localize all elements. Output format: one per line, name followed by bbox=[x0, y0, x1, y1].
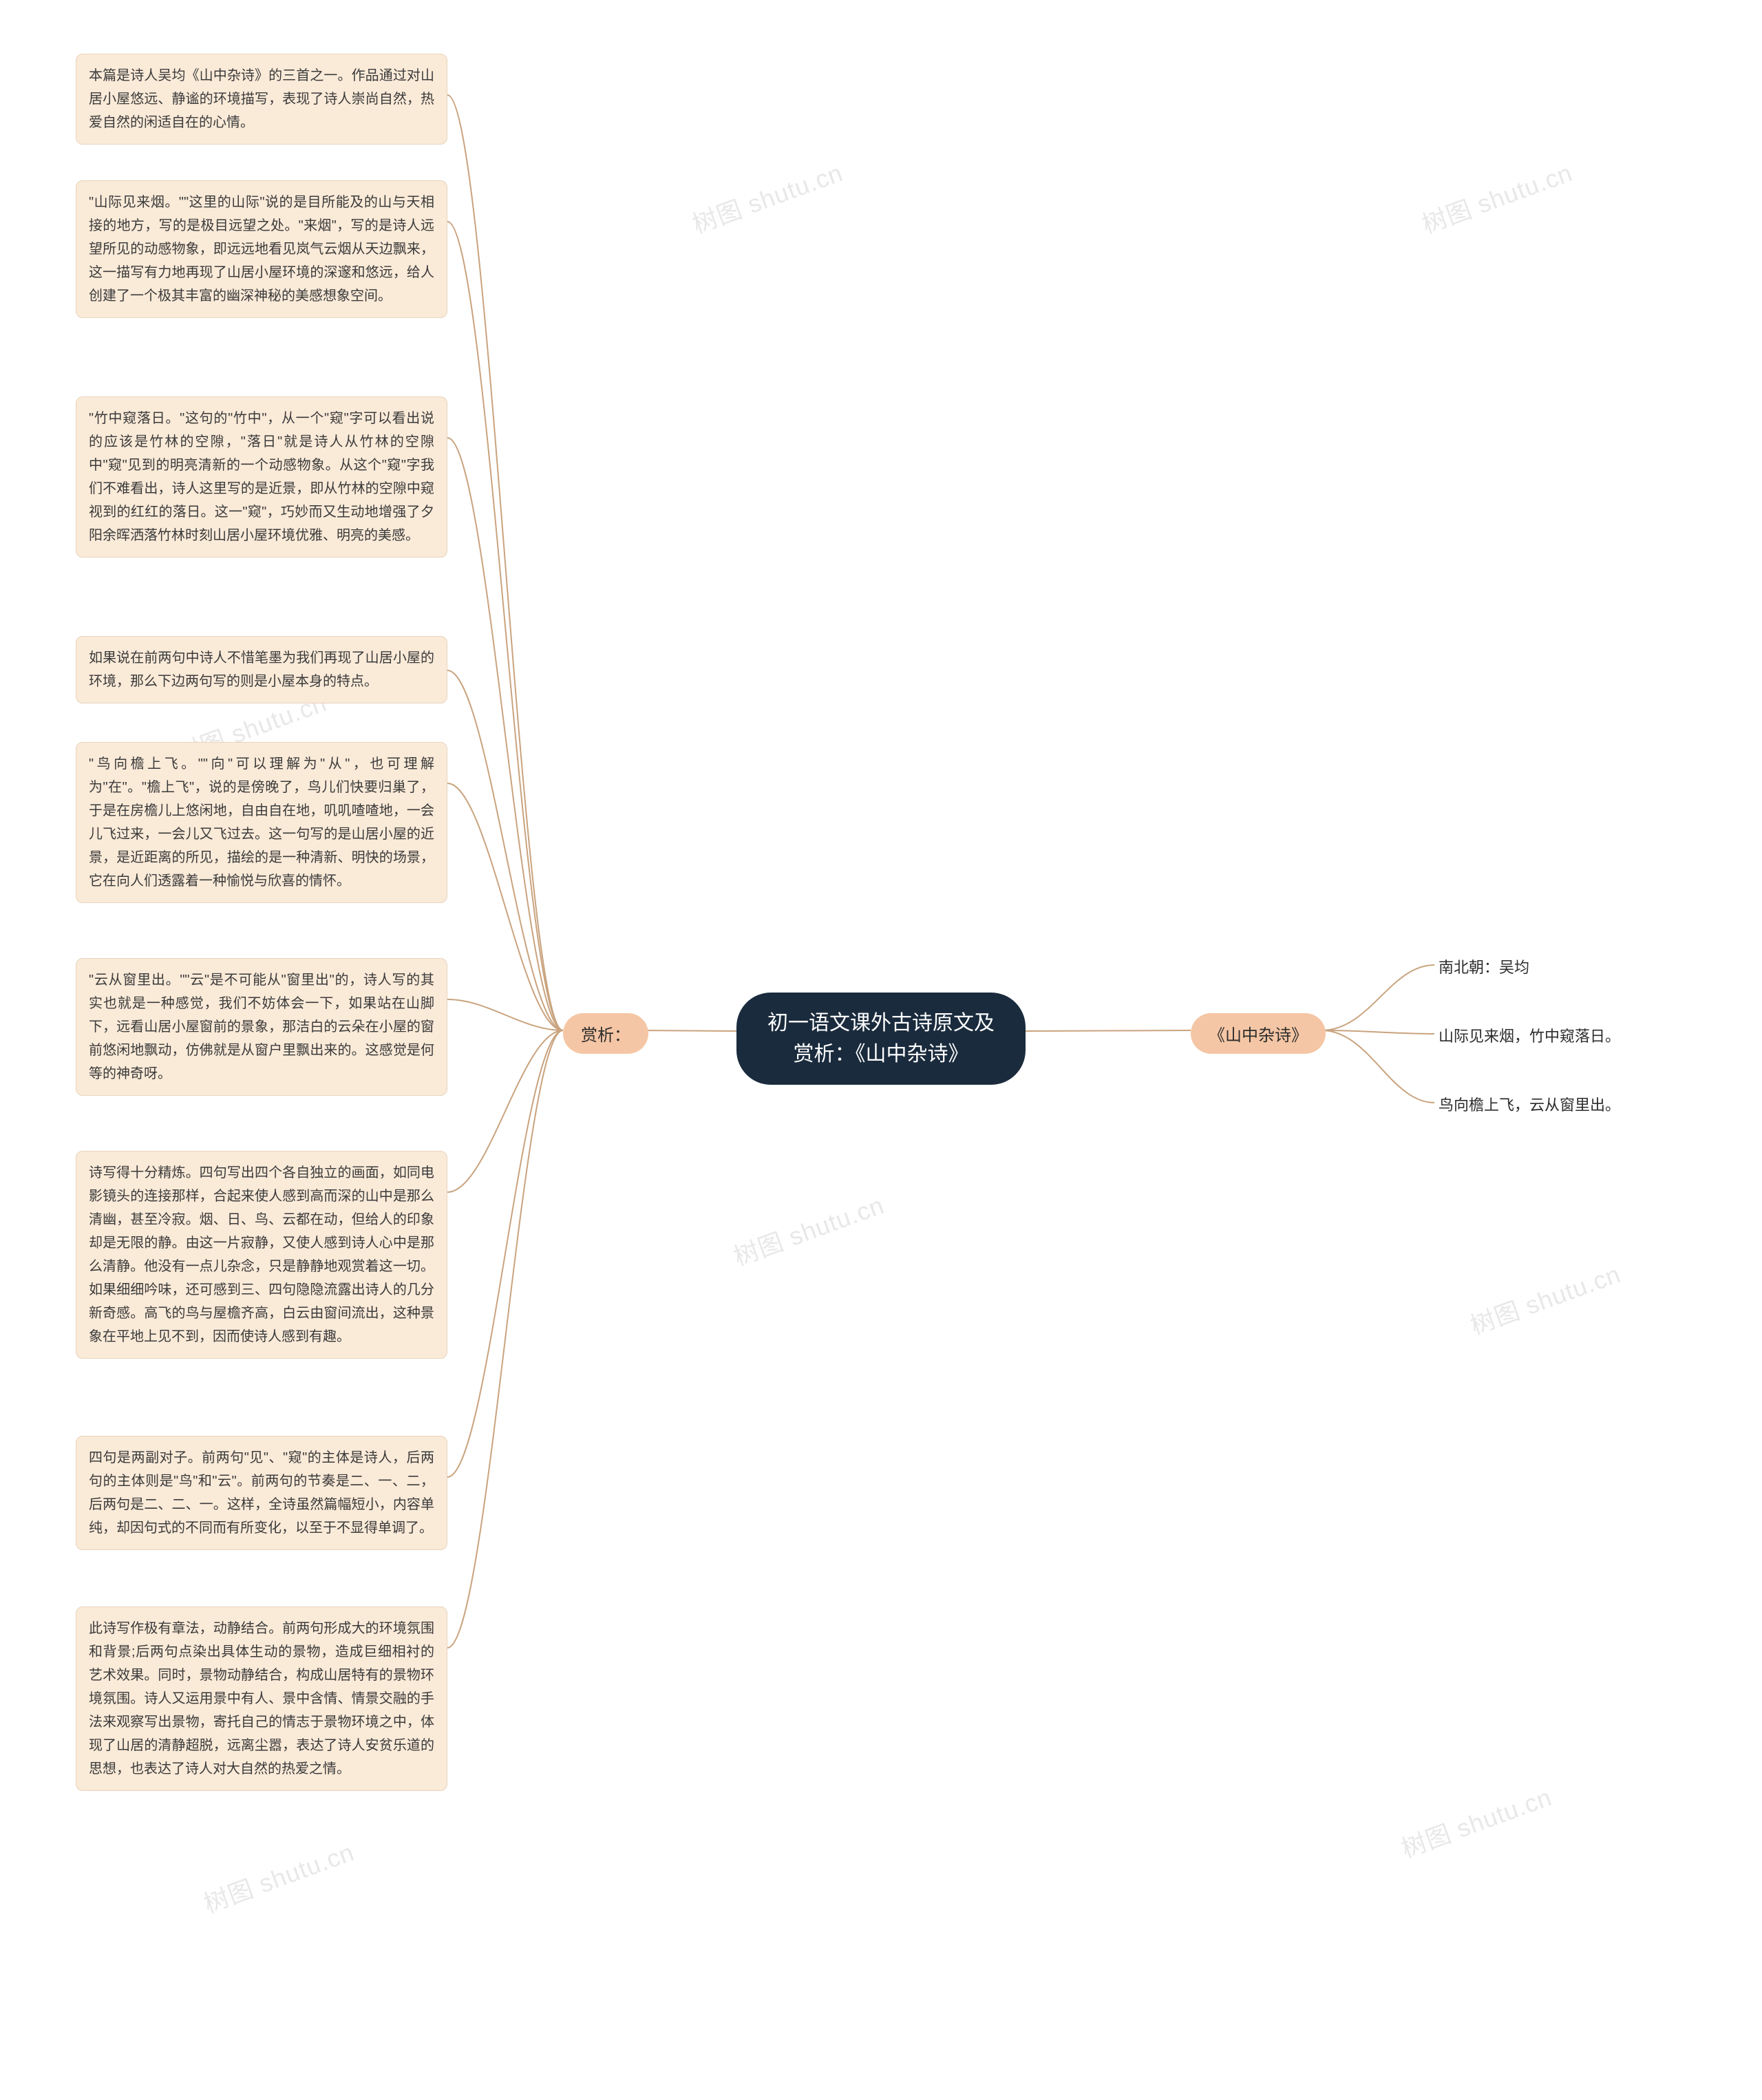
analysis-paragraph-5[interactable]: "云从窗里出。""云"是不可能从"窗里出"的，诗人写的其实也就是一种感觉，我们不… bbox=[76, 958, 447, 1096]
poem-line-1[interactable]: 山际见来烟，竹中窥落日。 bbox=[1439, 1024, 1620, 1046]
analysis-paragraph-1[interactable]: "山际见来烟。""这里的山际"说的是目所能及的山与天相接的地方，写的是极目远望之… bbox=[76, 180, 447, 318]
watermark: 树图 shutu.cn bbox=[1416, 153, 1577, 240]
analysis-paragraph-0[interactable]: 本篇是诗人吴均《山中杂诗》的三首之一。作品通过对山居小屋悠远、静谧的环境描写，表… bbox=[76, 54, 447, 145]
root-node[interactable]: 初一语文课外古诗原文及赏析：《山中杂诗》 bbox=[736, 993, 1026, 1085]
watermark: 树图 shutu.cn bbox=[198, 1832, 359, 1920]
analysis-paragraph-7[interactable]: 四句是两副对子。前两句"见"、"窥"的主体是诗人，后两句的主体则是"鸟"和"云"… bbox=[76, 1436, 447, 1550]
branch-poem-title[interactable]: 《山中杂诗》 bbox=[1191, 1013, 1326, 1054]
analysis-paragraph-2[interactable]: "竹中窥落日。"这句的"竹中"，从一个"窥"字可以看出说的应该是竹林的空隙，"落… bbox=[76, 396, 447, 558]
analysis-paragraph-4[interactable]: "鸟向檐上飞。""向"可以理解为"从"，也可理解为"在"。"檐上飞"，说的是傍晚… bbox=[76, 742, 447, 903]
poem-line-2[interactable]: 鸟向檐上飞，云从窗里出。 bbox=[1439, 1093, 1620, 1115]
branch-analysis[interactable]: 赏析： bbox=[563, 1013, 648, 1054]
analysis-paragraph-3[interactable]: 如果说在前两句中诗人不惜笔墨为我们再现了山居小屋的环境，那么下边两句写的则是小屋… bbox=[76, 636, 447, 703]
poem-line-0[interactable]: 南北朝：吴均 bbox=[1439, 955, 1529, 977]
analysis-paragraph-8[interactable]: 此诗写作极有章法，动静结合。前两句形成大的环境氛围和背景;后两句点染出具体生动的… bbox=[76, 1606, 447, 1791]
watermark: 树图 shutu.cn bbox=[1465, 1254, 1625, 1341]
analysis-paragraph-6[interactable]: 诗写得十分精炼。四句写出四个各自独立的画面，如同电影镜头的连接那样，合起来使人感… bbox=[76, 1151, 447, 1359]
watermark: 树图 shutu.cn bbox=[728, 1185, 889, 1273]
mindmap-canvas: 树图 shutu.cn 树图 shutu.cn 树图 shutu.cn 树图 shut… bbox=[0, 0, 1762, 2100]
watermark: 树图 shutu.cn bbox=[1396, 1777, 1556, 1865]
watermark: 树图 shutu.cn bbox=[687, 153, 847, 240]
